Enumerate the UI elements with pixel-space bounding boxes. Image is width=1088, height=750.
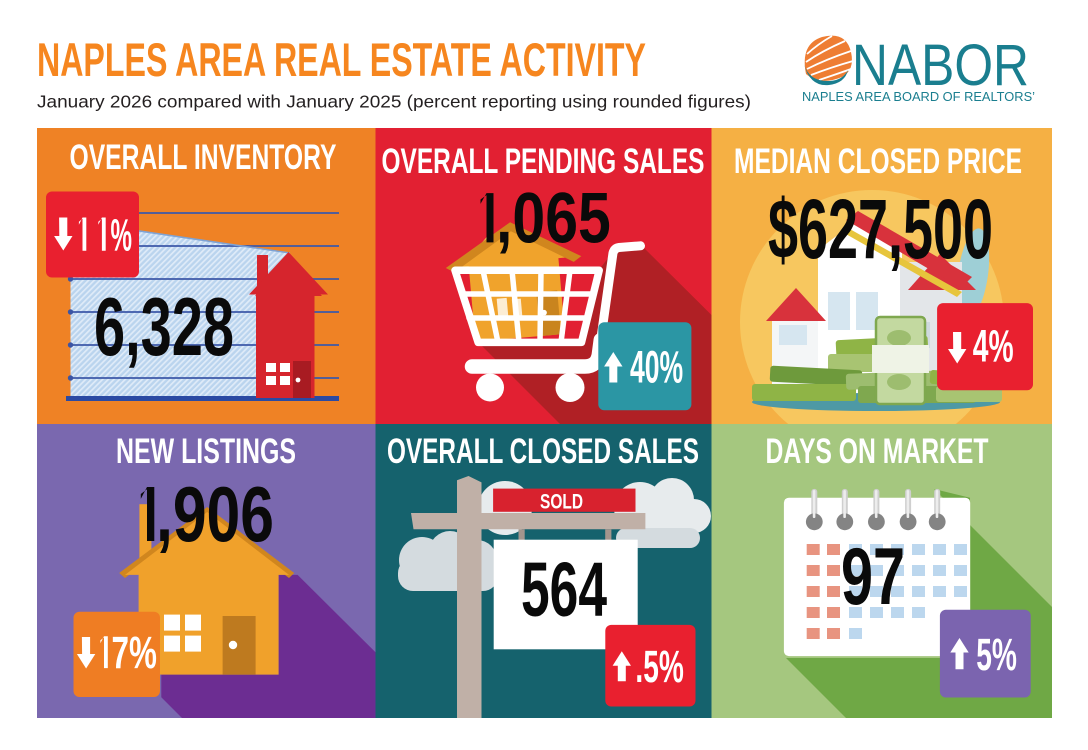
svg-text:7%: 7%	[112, 627, 157, 678]
svg-text:OVERALL PENDING SALES: OVERALL PENDING SALES	[382, 142, 705, 181]
svg-text:%: %	[111, 210, 133, 261]
svg-text:OVERALL CLOSED SALES: OVERALL CLOSED SALES	[387, 432, 699, 471]
svg-text:MEDIAN CLOSED PRICE: MEDIAN CLOSED PRICE	[734, 142, 1022, 181]
svg-text:,906: ,906	[156, 470, 274, 558]
svg-text:NAPLES AREA REAL ESTATE ACTIVI: NAPLES AREA REAL ESTATE ACTIVITY	[37, 33, 646, 86]
svg-text:OVERALL INVENTORY: OVERALL INVENTORY	[70, 138, 337, 177]
svg-text:NEW LISTINGS: NEW LISTINGS	[116, 432, 296, 471]
svg-text:564: 564	[521, 547, 607, 633]
svg-text:January 2026 compared with Jan: January 2026 compared with January 2025 …	[37, 92, 751, 112]
svg-text:NAPLES AREA BOARD OF REALTORS’: NAPLES AREA BOARD OF REALTORS’	[802, 89, 1035, 104]
svg-text:SOLD: SOLD	[540, 490, 583, 513]
svg-text:97: 97	[841, 532, 905, 622]
svg-text:40%: 40%	[630, 341, 683, 392]
svg-text:4%: 4%	[973, 320, 1014, 371]
svg-text:,065: ,065	[496, 179, 611, 258]
svg-text:DAYS ON MARKET: DAYS ON MARKET	[766, 432, 989, 471]
svg-text:6,328: 6,328	[94, 280, 234, 373]
svg-text:NABOR: NABOR	[852, 33, 1029, 98]
svg-text:.5%: .5%	[635, 641, 683, 692]
svg-text:5%: 5%	[976, 629, 1017, 680]
svg-text:$627,500: $627,500	[768, 182, 993, 276]
